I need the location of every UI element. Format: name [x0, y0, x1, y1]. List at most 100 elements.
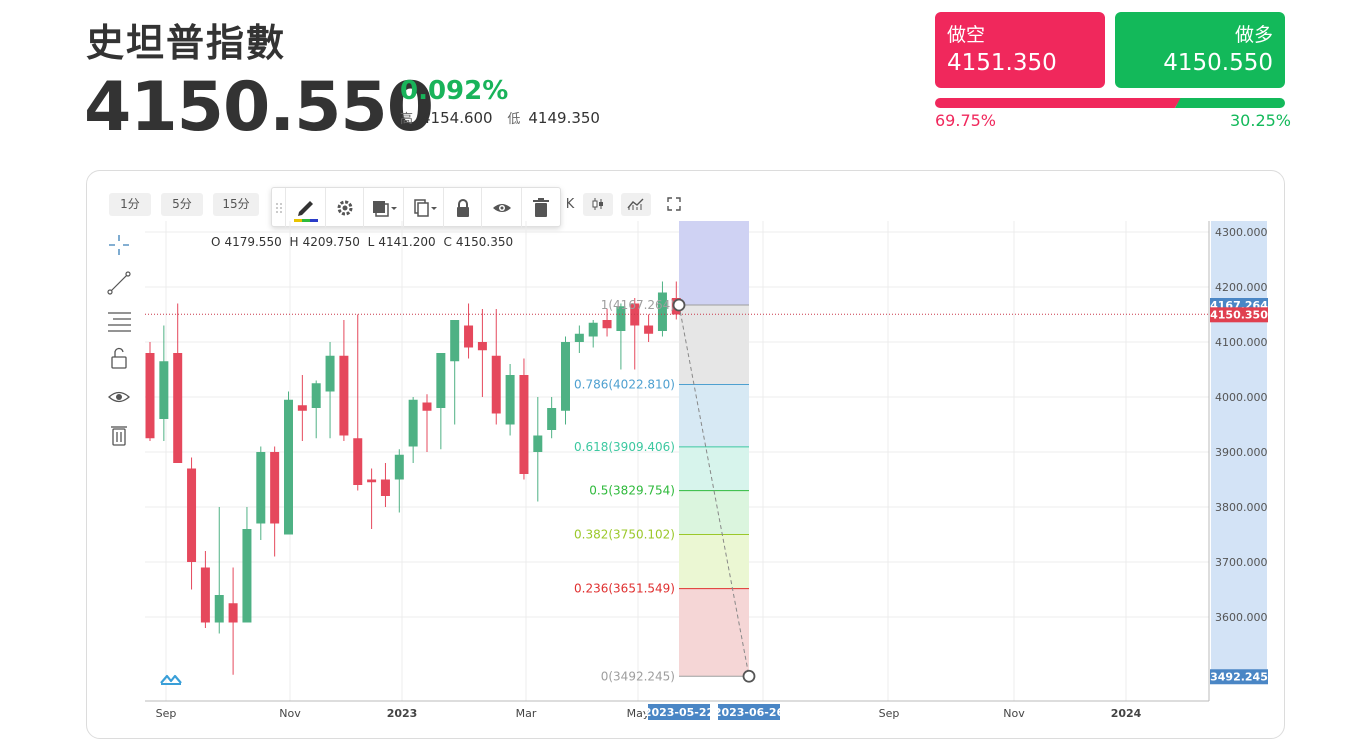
current-price-tag-bg — [1210, 307, 1268, 323]
high-value: 4154.600 — [421, 109, 493, 127]
trendline-icon[interactable] — [107, 271, 131, 295]
logo-icon — [160, 674, 182, 685]
drawing-toolbar — [271, 187, 561, 228]
candle-body — [228, 603, 238, 623]
x-tick-label: Sep — [156, 707, 177, 720]
sell-button[interactable]: 做空 4151.350 — [935, 12, 1105, 88]
trash-icon[interactable] — [522, 188, 560, 228]
candlestick-chart[interactable]: 1(4167.264) 0.786(4022.810) 0.618(3909.406… — [87, 171, 1285, 739]
fib-zone — [679, 534, 749, 589]
candle-body — [270, 452, 280, 524]
candle-body — [284, 399, 293, 535]
candle-body — [380, 479, 390, 496]
candle-body — [214, 595, 224, 623]
candle-body — [159, 361, 169, 419]
x-tick-label: May — [627, 707, 650, 720]
fib-level-label: 0.382(3750.102) — [574, 527, 675, 541]
x-tick-label: Nov — [1003, 707, 1025, 720]
sell-label: 做空 — [947, 24, 986, 46]
sell-price: 4151.350 — [947, 50, 1057, 76]
layers-icon[interactable] — [364, 188, 404, 228]
close-value: 4150.350 — [455, 235, 514, 249]
candle-body — [533, 435, 543, 452]
unlock-icon[interactable] — [111, 347, 127, 369]
candle-body — [574, 333, 584, 342]
crosshair-icon[interactable] — [109, 235, 129, 255]
candlestick-icon[interactable] — [583, 193, 613, 216]
more-timeframes-icon[interactable]: K — [565, 197, 575, 212]
candle-body — [671, 298, 681, 315]
candle-body — [422, 402, 432, 411]
fib-low-price-tag: 3492.245 — [1210, 670, 1268, 683]
trash-icon[interactable] — [111, 426, 127, 446]
fib-anchor-low — [742, 669, 756, 683]
candle-body — [145, 353, 155, 439]
y-tick-label: 4300.000 — [1215, 226, 1268, 239]
candle-body — [353, 438, 363, 485]
fib-end-date-tag-bg — [718, 704, 780, 720]
sentiment-sell-fill — [935, 98, 1181, 108]
candle-body — [561, 342, 570, 411]
open-value: 4179.550 — [224, 235, 282, 249]
fib-zone — [679, 588, 749, 677]
fib-high-price-tag: 4167.264 — [1210, 299, 1268, 312]
eye-icon[interactable] — [482, 188, 522, 228]
current-price: 4150.550 — [84, 68, 434, 147]
candle-body — [325, 355, 335, 392]
high-low: 高 4154.600 低 4149.350 — [400, 108, 610, 127]
gear-icon[interactable] — [326, 188, 364, 228]
fib-lines-icon[interactable] — [108, 312, 131, 332]
candle-body — [519, 375, 529, 474]
copy-icon[interactable] — [404, 188, 444, 228]
candle-body — [477, 342, 487, 351]
timeframe-1m-button[interactable]: 1分 — [109, 193, 151, 216]
candle-body — [394, 454, 404, 480]
x-tick-label: Nov — [279, 707, 301, 720]
y-tick-label: 4000.000 — [1215, 391, 1268, 404]
left-toolbar — [105, 231, 133, 465]
current-price-tag: 4150.350 — [1210, 308, 1268, 321]
sentiment-buy-fill — [1175, 98, 1285, 108]
fib-zone — [679, 305, 749, 385]
candle-body — [187, 468, 197, 562]
pencil-icon[interactable] — [286, 188, 326, 228]
candle-body — [547, 408, 557, 430]
candle-body — [408, 399, 418, 447]
fib-level-label: 1(4167.264) — [601, 298, 675, 312]
candle-body — [173, 353, 183, 463]
candle-body — [339, 355, 349, 436]
fullscreen-icon[interactable] — [659, 193, 689, 216]
buy-price: 4150.550 — [1163, 50, 1273, 76]
timeframe-15m-button[interactable]: 15分 — [213, 193, 259, 216]
chart-panel: 1分 5分 15分 K — [86, 170, 1285, 739]
buy-label: 做多 — [1234, 24, 1273, 46]
candle-body — [297, 405, 307, 411]
timeframe-5m-button[interactable]: 5分 — [161, 193, 203, 216]
fib-trend-line — [678, 304, 750, 677]
candle-body — [450, 320, 460, 362]
high-label: H — [289, 235, 299, 249]
x-tick-label: Sep — [879, 707, 900, 720]
fib-low-price-tag-bg — [1210, 669, 1268, 685]
sell-percent: 69.75% — [935, 111, 997, 130]
low-label: 低 — [507, 112, 521, 127]
candle-body — [242, 529, 252, 623]
lock-icon[interactable] — [444, 188, 482, 228]
drag-handle[interactable] — [272, 188, 286, 228]
y-axis-highlight — [1211, 221, 1267, 677]
buy-percent: 30.25% — [1230, 111, 1292, 130]
eye-icon[interactable] — [108, 391, 130, 403]
x-tick-label: 2023 — [387, 707, 418, 720]
close-label: C — [443, 235, 452, 249]
y-tick-label: 3600.000 — [1215, 611, 1268, 624]
buy-button[interactable]: 做多 4150.550 — [1115, 12, 1285, 88]
candle-body — [602, 320, 612, 329]
fib-start-date-tag-bg — [648, 704, 710, 720]
fib-high-price-tag-bg — [1210, 298, 1268, 314]
fib-start-date-tag: 2023-05-22 — [644, 706, 714, 719]
candle-body — [588, 322, 598, 337]
indicators-icon[interactable] — [621, 193, 651, 216]
fib-zone — [679, 384, 749, 447]
low-value: 4149.350 — [528, 109, 600, 127]
x-tick-label: Mar — [516, 707, 537, 720]
